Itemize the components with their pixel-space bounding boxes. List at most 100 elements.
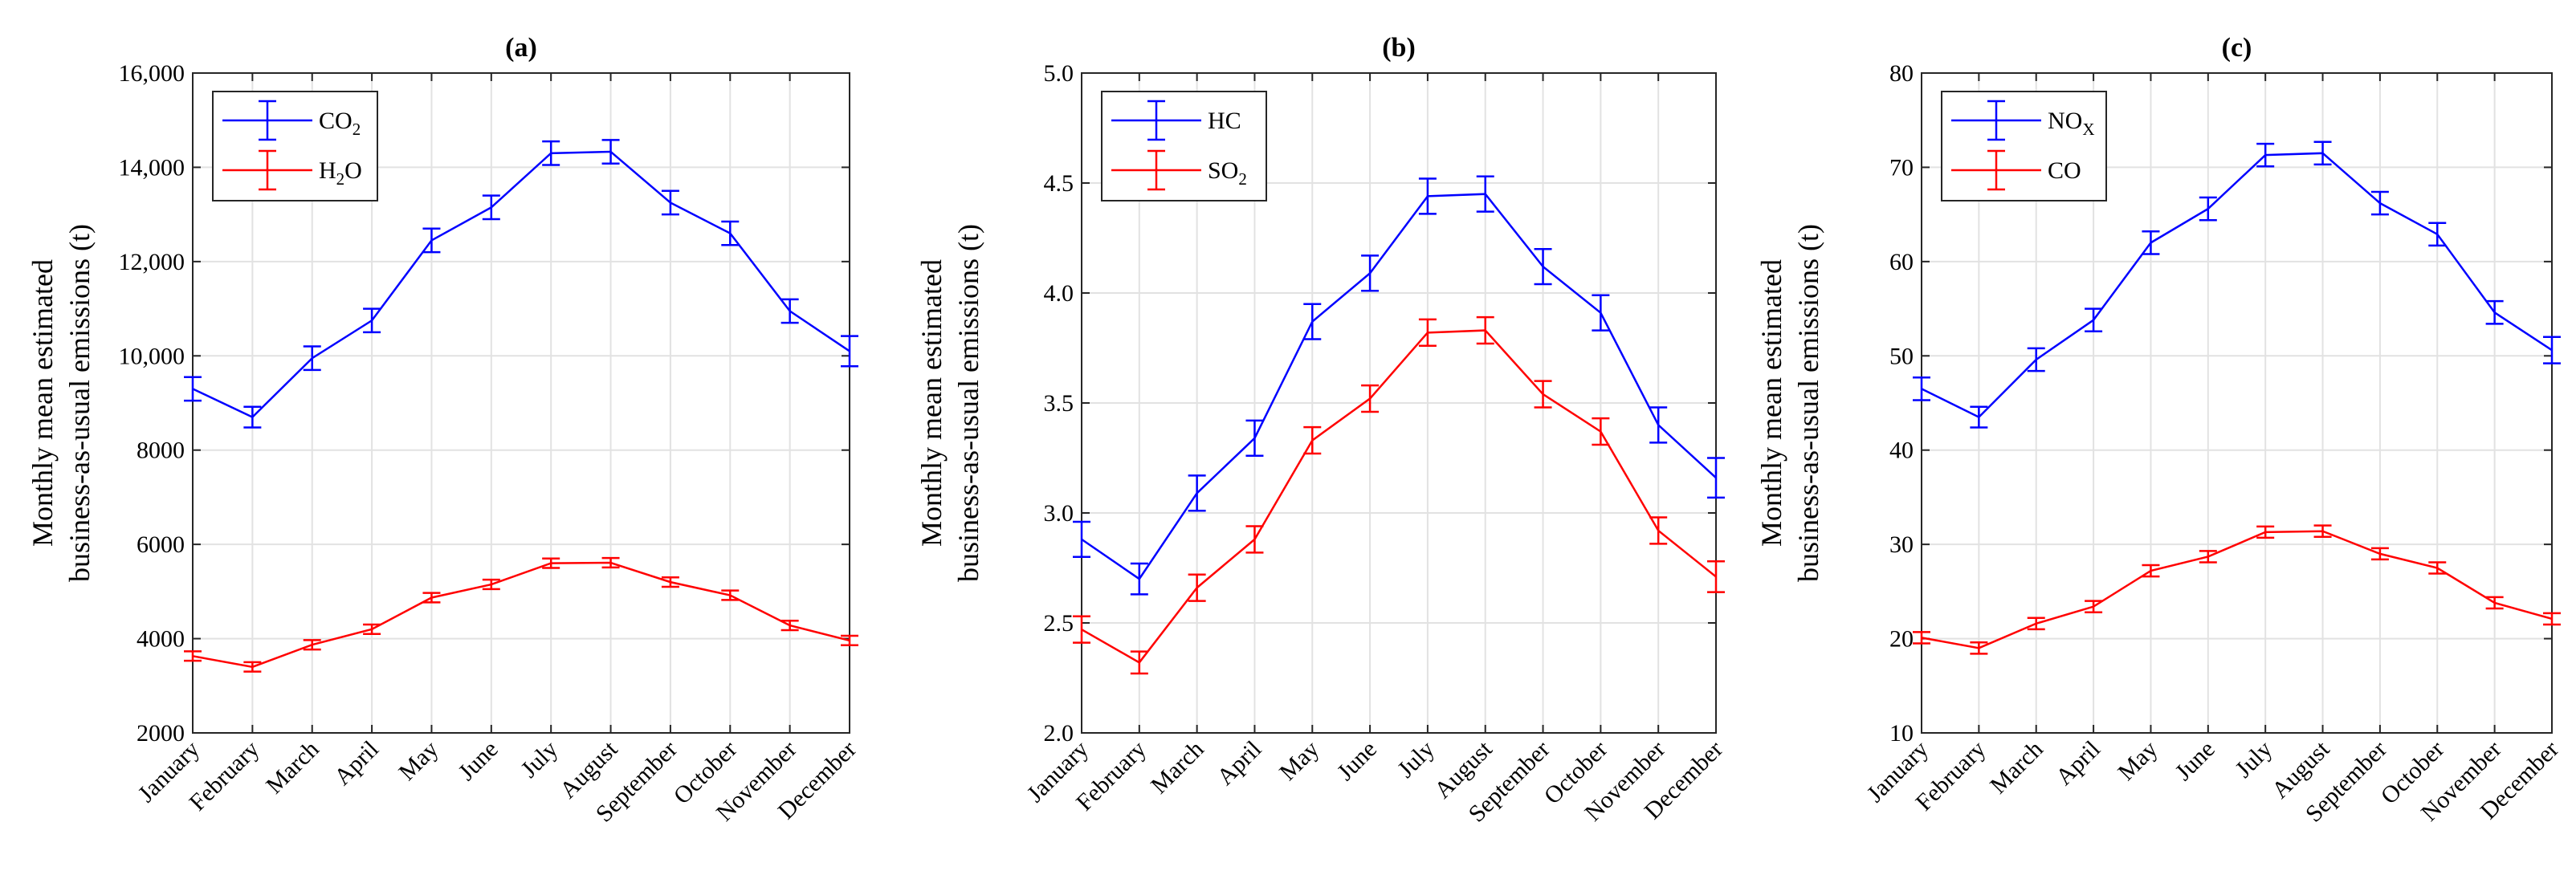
y-tick-label: 4.0	[1044, 280, 1074, 307]
error-bar	[2085, 307, 2103, 333]
error-bar	[2199, 196, 2217, 222]
error-bar	[601, 556, 620, 569]
y-axis-label: Monthly mean estimated business-as-usual …	[26, 224, 96, 582]
legend-subscript: 2	[353, 120, 361, 139]
legend-subscript: X	[2082, 120, 2094, 139]
y-axis-label-line: Monthly mean estimated	[915, 259, 948, 547]
series-line	[1081, 329, 1717, 664]
y-tick-label: 4000	[137, 626, 185, 653]
error-bar	[1361, 254, 1380, 292]
y-tick-label: 70	[1889, 154, 1914, 181]
y-axis-label-line: Monthly mean estimated	[26, 259, 59, 547]
legend-label: CO2	[319, 108, 361, 139]
error-bar	[363, 307, 381, 334]
legend: HC SO2	[1101, 91, 1267, 201]
error-bar	[2313, 140, 2332, 166]
y-tick-label: 3.0	[1044, 500, 1074, 527]
error-bar	[1188, 573, 1206, 602]
error-bar	[1707, 457, 1725, 499]
error-bar	[1130, 650, 1148, 675]
error-bar	[1592, 294, 1610, 332]
y-tick-label: 16,000	[119, 60, 185, 87]
legend-subscript: 2	[1238, 169, 1247, 189]
error-bar	[303, 345, 321, 372]
error-bar	[184, 376, 202, 402]
y-tick-label: 4.5	[1044, 170, 1074, 197]
error-bar	[1649, 516, 1668, 545]
series-co2	[184, 139, 858, 429]
y-axis-label-line: business-as-usual emissions (t)	[952, 224, 984, 582]
series-line	[1921, 530, 2553, 649]
legend-name: CO	[319, 108, 353, 134]
error-bar	[2428, 222, 2447, 247]
legend-label: HC	[1208, 108, 1241, 134]
legend-box	[1941, 91, 2107, 201]
error-bar	[1245, 525, 1264, 554]
y-tick-label: 2.5	[1044, 610, 1074, 637]
error-bar	[1913, 631, 1930, 645]
x-tick-label: July	[516, 736, 563, 783]
chart-panel-a: 2000 4000 6000 8000 10,000 12,000 14,000 16,000…	[26, 33, 862, 828]
error-bar	[2485, 299, 2504, 325]
error-bar	[422, 227, 441, 254]
series-line	[192, 561, 850, 669]
error-bar	[1970, 405, 1988, 429]
y-tick-label: 10	[1889, 720, 1914, 747]
error-bar	[721, 589, 740, 601]
panel-title: (c)	[2222, 33, 2252, 63]
legend-name: H	[319, 157, 336, 184]
x-tick-label: April	[2051, 736, 2105, 791]
x-tick-label: June	[1332, 736, 1382, 786]
plot-frame	[1921, 72, 2553, 734]
error-bar	[1245, 419, 1264, 458]
error-bar	[661, 576, 679, 588]
series-co	[1913, 524, 2561, 655]
y-tick-label: 20	[1889, 626, 1914, 653]
x-tick-label: May	[393, 736, 443, 786]
x-tick-label: July	[2230, 736, 2277, 783]
panel-title: (a)	[505, 33, 537, 63]
y-tick-label: 12,000	[119, 249, 185, 275]
y-tick-label: 5.0	[1044, 60, 1074, 87]
x-tick-label: March	[1985, 736, 2048, 800]
error-bar	[781, 620, 799, 632]
error-bar	[1534, 247, 1552, 286]
error-bar	[1913, 376, 1930, 401]
error-bar	[1534, 380, 1552, 409]
error-bar	[1970, 641, 1988, 655]
error-bar	[2256, 142, 2275, 168]
error-bar	[2142, 230, 2160, 255]
error-bar	[2256, 525, 2275, 539]
error-bar	[184, 650, 202, 662]
plot-frame	[192, 72, 850, 734]
y-tick-label: 80	[1889, 60, 1914, 87]
legend-name: CO	[2048, 157, 2081, 184]
series-line	[1921, 152, 2553, 419]
error-bar	[1476, 315, 1494, 345]
error-bar	[1361, 384, 1380, 413]
series-line	[1081, 193, 1717, 580]
x-tick-label: May	[2113, 736, 2162, 786]
error-bar	[1188, 474, 1206, 512]
error-bar	[661, 189, 679, 216]
y-tick-label: 8000	[137, 437, 185, 464]
error-bar	[1073, 520, 1090, 559]
y-axis-label-line: Monthly mean estimated	[1755, 259, 1787, 547]
y-tick-label: 10,000	[119, 343, 185, 369]
legend-name: HC	[1208, 108, 1241, 134]
error-bar	[542, 557, 560, 569]
legend-label: NOX	[2048, 108, 2095, 139]
panel-title: (b)	[1382, 33, 1416, 63]
x-tick-label: June	[2170, 736, 2220, 786]
y-tick-label: 40	[1889, 437, 1914, 464]
error-bar	[1707, 560, 1725, 593]
y-tick-label: 6000	[137, 531, 185, 558]
error-bar	[2428, 561, 2447, 575]
error-bar	[482, 194, 500, 221]
error-bar	[1592, 417, 1610, 446]
error-bar	[1073, 615, 1090, 644]
error-bar	[2543, 336, 2561, 364]
error-bar	[2370, 190, 2389, 216]
